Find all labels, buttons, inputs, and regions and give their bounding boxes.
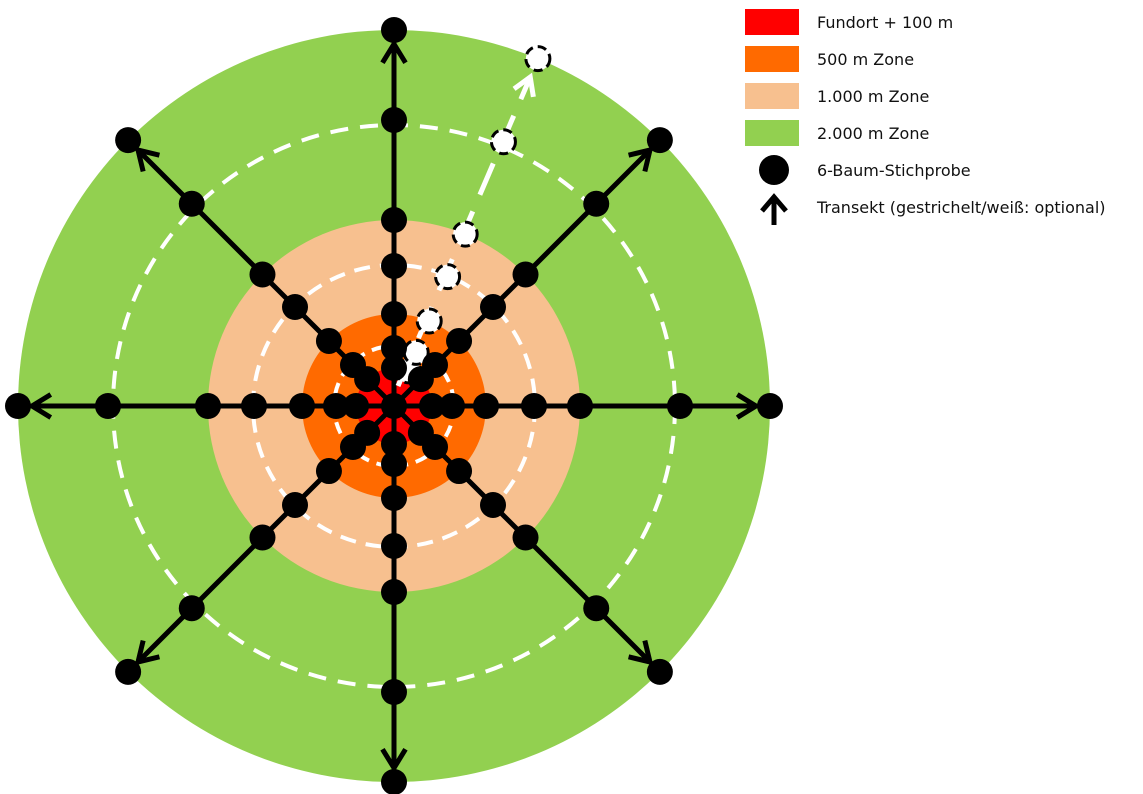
sample-point — [289, 393, 315, 419]
swatch-zone-500 — [745, 46, 799, 72]
sample-point — [479, 294, 506, 321]
sample-dot-icon — [759, 155, 789, 185]
sample-point — [5, 393, 31, 419]
legend-item-sample: 6-Baum-Stichprobe — [745, 154, 1143, 191]
transect-arrowhead-315 — [134, 146, 161, 173]
sample-point — [115, 127, 142, 154]
transect-arrow-icon — [760, 193, 788, 225]
sample-point — [249, 524, 276, 551]
sample-point — [583, 595, 610, 622]
swatch-zone-2000 — [745, 120, 799, 146]
sample-point — [381, 579, 407, 605]
sample-point — [95, 393, 121, 419]
legend-label-zone-1000: 1.000 m Zone — [817, 87, 930, 106]
sample-point — [323, 393, 349, 419]
legend-item-zone-500: 500 m Zone — [745, 43, 1143, 80]
sample-point — [473, 393, 499, 419]
legend-label-transect: Transekt (gestrichelt/weiß: optional) — [817, 198, 1106, 217]
transect-arrowhead-135 — [627, 639, 654, 666]
optional-sample-point — [415, 307, 443, 335]
sample-point — [419, 393, 445, 419]
sample-point — [381, 253, 407, 279]
sample-point — [282, 491, 309, 518]
sample-point — [757, 393, 783, 419]
sample-point — [282, 294, 309, 321]
sample-point — [381, 107, 407, 133]
swatch-zone-1000 — [745, 83, 799, 109]
sample-points — [5, 17, 783, 794]
sample-point — [381, 335, 407, 361]
sample-point — [646, 127, 673, 154]
sample-point — [381, 431, 407, 457]
transect-arrowhead-0 — [380, 39, 408, 65]
sample-point — [249, 261, 276, 288]
transect-arrowhead-225 — [134, 639, 161, 666]
transect-arrowhead-270 — [27, 392, 53, 420]
sample-point-center — [381, 393, 407, 419]
sample-point — [381, 769, 407, 794]
sample-point — [381, 533, 407, 559]
sample-point — [646, 658, 673, 685]
optional-sample-point — [451, 220, 479, 248]
optional-sample-point — [402, 338, 430, 366]
legend-label-zone-500: 500 m Zone — [817, 50, 915, 69]
sample-point — [583, 190, 610, 217]
sample-point — [512, 261, 539, 288]
sample-point — [339, 351, 366, 378]
legend-item-zone-2000: 2.000 m Zone — [745, 117, 1143, 154]
legend-label-zone-2000: 2.000 m Zone — [817, 124, 930, 143]
legend-item-transect: Transekt (gestrichelt/weiß: optional) — [745, 191, 1143, 228]
sample-point — [381, 301, 407, 327]
legend-item-zone-1000: 1.000 m Zone — [745, 80, 1143, 117]
transect-arrowhead-180 — [380, 747, 408, 773]
optional-sample-point — [434, 263, 462, 291]
sample-point — [315, 327, 342, 354]
sample-point — [521, 393, 547, 419]
sample-point — [339, 434, 366, 461]
optional-transect-arrowhead — [512, 72, 536, 98]
legend-label-sample: 6-Baum-Stichprobe — [817, 161, 971, 180]
sample-point — [381, 485, 407, 511]
optional-sample-point — [524, 45, 552, 73]
sample-point — [446, 458, 473, 485]
sample-point — [381, 451, 407, 477]
sample-point — [567, 393, 593, 419]
sample-point — [439, 393, 465, 419]
sample-point — [381, 355, 407, 381]
legend-item-fundort: Fundort + 100 m — [745, 6, 1143, 43]
sample-point — [178, 190, 205, 217]
transect-arrowhead-90 — [735, 392, 761, 420]
sample-point — [422, 351, 449, 378]
sample-point — [195, 393, 221, 419]
sample-point — [381, 17, 407, 43]
sample-point — [381, 207, 407, 233]
sample-point — [512, 524, 539, 551]
sample-point — [315, 458, 342, 485]
sample-point — [422, 434, 449, 461]
sample-point — [479, 491, 506, 518]
swatch-fundort — [745, 9, 799, 35]
legend-label-fundort: Fundort + 100 m — [817, 13, 954, 32]
sample-point — [241, 393, 267, 419]
sample-point — [115, 658, 142, 685]
optional-sample-point — [489, 128, 517, 156]
legend: Fundort + 100 m 500 m Zone 1.000 m Zone … — [745, 6, 1143, 228]
sample-point — [343, 393, 369, 419]
transect-arrowhead-45 — [627, 146, 654, 173]
sample-point — [178, 595, 205, 622]
sample-point — [667, 393, 693, 419]
sample-point — [381, 679, 407, 705]
sample-point — [446, 327, 473, 354]
